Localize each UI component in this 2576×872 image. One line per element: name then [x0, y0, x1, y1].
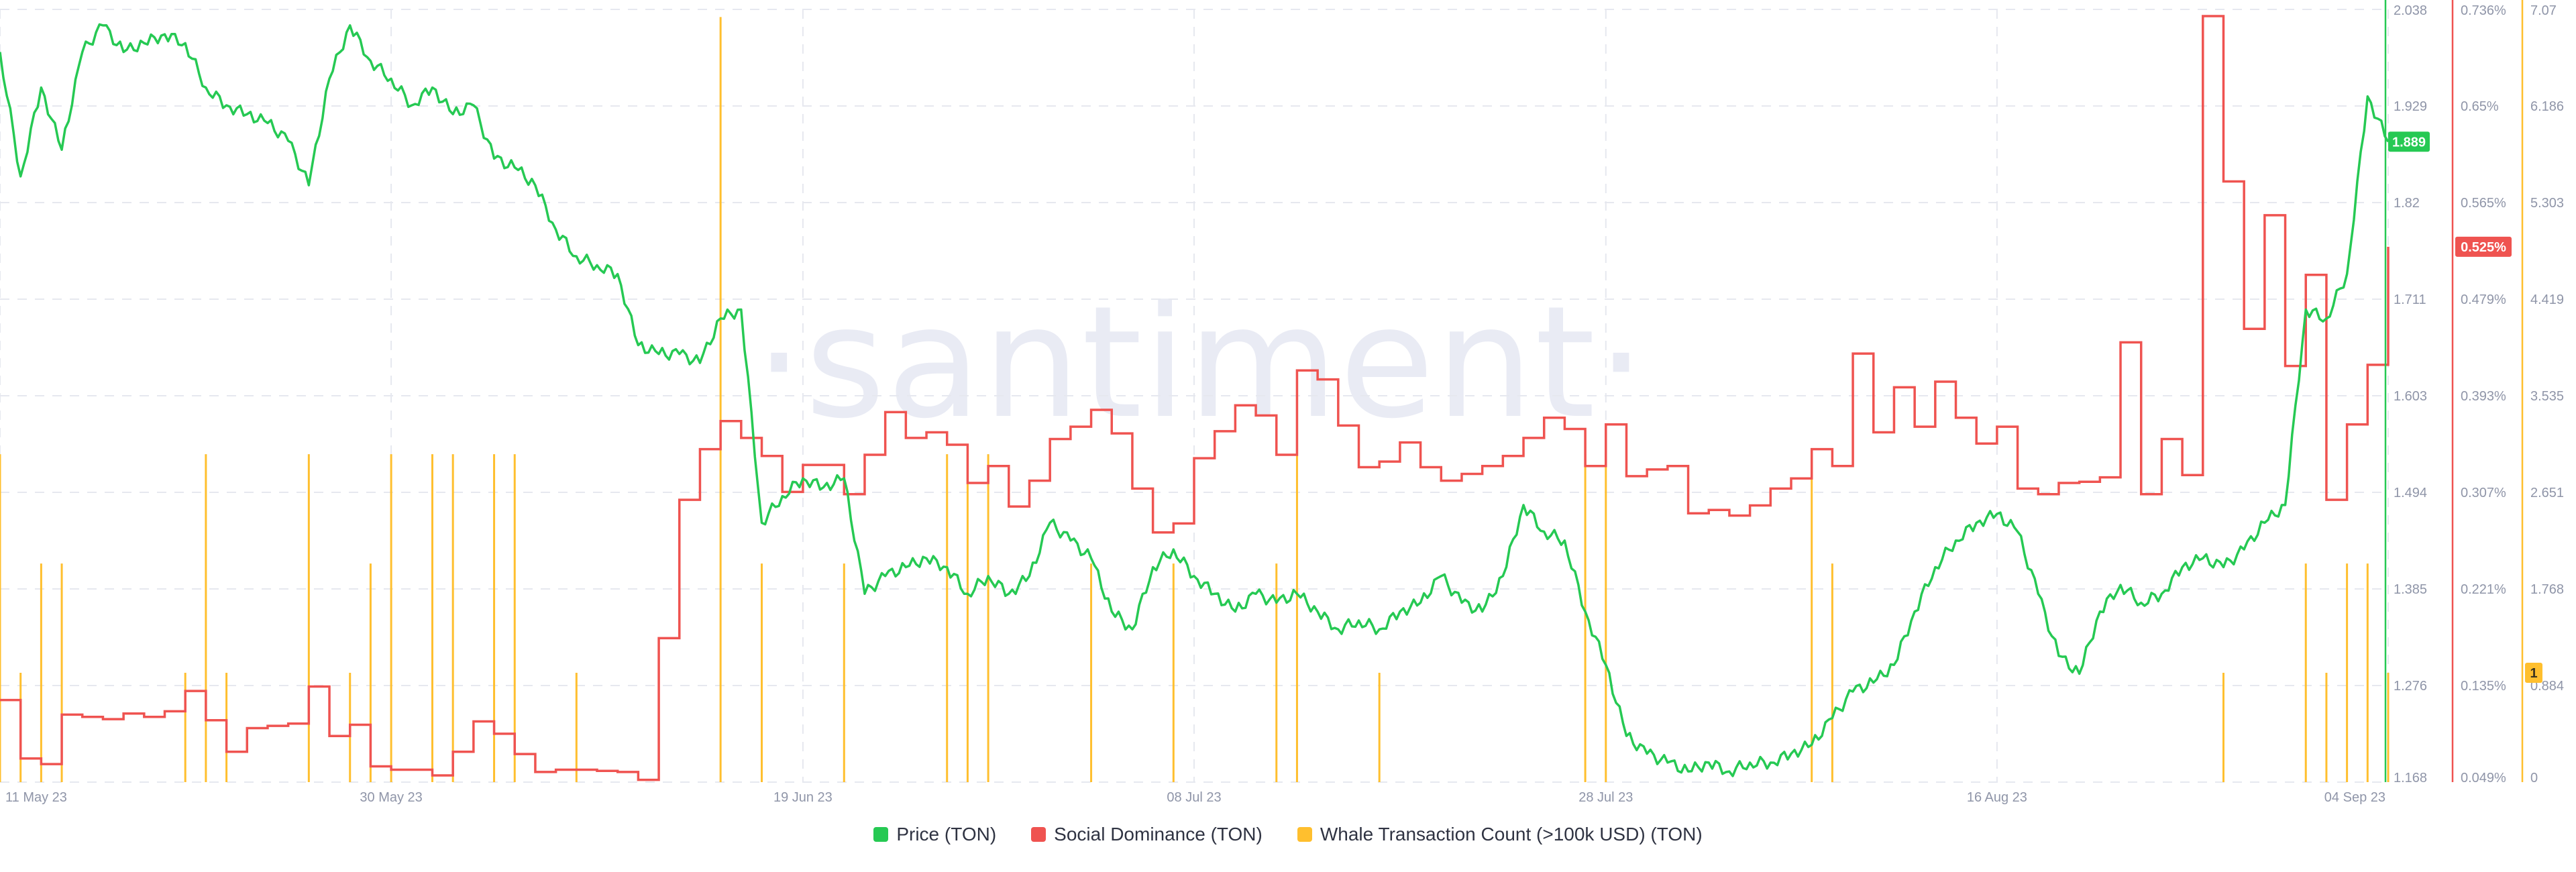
legend: Price (TON) Social Dominance (TON) Whale… — [0, 824, 2576, 845]
whale-tick-label: 2.651 — [2530, 486, 2564, 500]
whale-badge-label: 1 — [2530, 666, 2537, 681]
social-tick-label: 0.65% — [2461, 99, 2499, 114]
social-tick-label: 0.307% — [2461, 486, 2506, 500]
legend-swatch-whale-count — [1297, 827, 1312, 842]
whale-series — [0, 17, 2390, 782]
legend-label-whale-count: Whale Transaction Count (>100k USD) (TON… — [1320, 824, 1703, 844]
social-tick-label: 0.565% — [2461, 196, 2506, 211]
whale-tick-label: 3.535 — [2530, 389, 2564, 404]
social-dominance-series — [0, 15, 2390, 781]
last-value-badges: 1.889 0.525% 1 — [2388, 131, 2542, 684]
price-badge — [2388, 131, 2430, 152]
legend-item-social-dominance[interactable]: Social Dominance (TON) — [1031, 824, 1263, 845]
x-tick-label: 08 Jul 23 — [1167, 790, 1221, 805]
price-tick-label: 2.038 — [2394, 3, 2427, 18]
social-badge — [2455, 236, 2512, 257]
x-tick-label: 11 May 23 — [5, 790, 67, 805]
price-tick-label: 1.276 — [2394, 679, 2427, 694]
legend-label-price: Price (TON) — [896, 824, 997, 844]
x-tick-label: 16 Aug 23 — [1967, 790, 2027, 805]
price-tick-label: 1.929 — [2394, 99, 2427, 114]
legend-item-price[interactable]: Price (TON) — [873, 824, 996, 845]
x-tick-label: 19 Jun 23 — [773, 790, 833, 805]
social-tick-label: 0.736% — [2461, 3, 2506, 18]
whale-tick-label: 5.303 — [2530, 196, 2564, 211]
price-badge-label: 1.889 — [2392, 135, 2426, 150]
legend-swatch-price — [873, 827, 889, 842]
whale-tick-label: 1.768 — [2530, 582, 2564, 597]
price-tick-label: 1.168 — [2394, 771, 2427, 785]
whale-tick-label: 7.07 — [2530, 3, 2557, 18]
social-tick-label: 0.221% — [2461, 582, 2506, 597]
x-tick-label: 30 May 23 — [360, 790, 422, 805]
social-badge-label: 0.525% — [2461, 240, 2506, 255]
whale-tick-label: 6.186 — [2530, 99, 2564, 114]
price-tick-label: 1.603 — [2394, 389, 2427, 404]
price-tick-label: 1.494 — [2394, 486, 2427, 500]
social-tick-label: 0.393% — [2461, 389, 2506, 404]
social-tick-label: 0.479% — [2461, 292, 2506, 307]
price-tick-label: 1.385 — [2394, 582, 2427, 597]
social-tick-label: 0.135% — [2461, 679, 2506, 694]
price-tick-label: 1.711 — [2394, 292, 2426, 307]
legend-label-social-dominance: Social Dominance (TON) — [1054, 824, 1263, 844]
price-series — [0, 23, 2390, 777]
legend-item-whale-count[interactable]: Whale Transaction Count (>100k USD) (TON… — [1297, 824, 1703, 845]
grid — [0, 9, 2389, 783]
x-tick-label: 28 Jul 23 — [1578, 790, 1633, 805]
whale-badge — [2525, 663, 2542, 684]
price-tick-label: 1.82 — [2394, 196, 2420, 211]
whale-tick-label: 0 — [2530, 771, 2538, 785]
axes: 11 May 23 30 May 23 19 Jun 23 08 Jul 23 28 J… — [5, 0, 2564, 805]
legend-swatch-social-dominance — [1031, 827, 1046, 842]
watermark: ·santiment· — [755, 274, 1647, 453]
whale-tick-label: 4.419 — [2530, 292, 2564, 307]
x-tick-label: 04 Sep 23 — [2324, 790, 2385, 805]
social-dominance-line — [0, 15, 2390, 781]
price-line — [0, 23, 2390, 777]
social-tick-label: 0.049% — [2461, 771, 2506, 785]
